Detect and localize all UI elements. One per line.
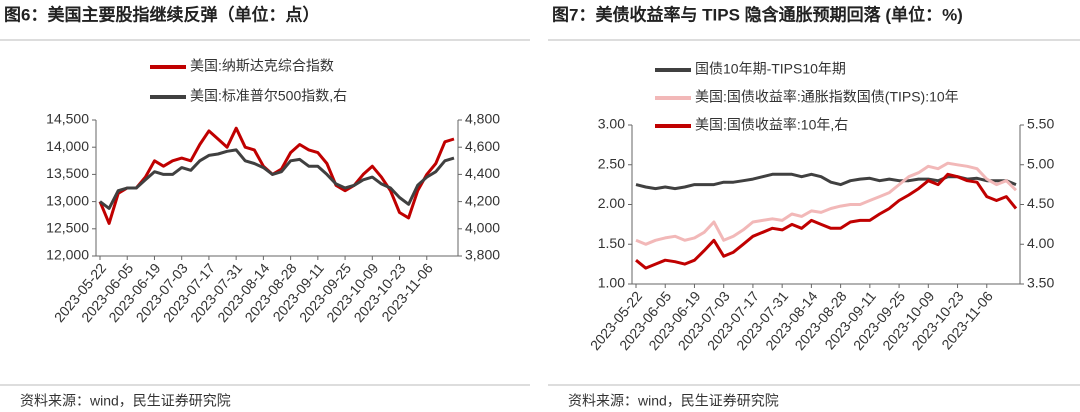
series-line [99,148,455,210]
y-tick-label: 1.00 [598,275,625,291]
y2-tick-label: 4,400 [465,165,500,181]
legend-label: 美国:纳斯达克综合指数 [190,58,334,74]
source: 资料来源：wind，民生证券研究院 [568,393,779,409]
chart-title: 图6：美国主要股指继续反弹（单位：点） [4,4,319,24]
y2-tick-label: 4.50 [1027,195,1054,211]
y-tick-label: 2.00 [598,195,625,211]
y2-tick-label: 4,200 [465,192,500,208]
y2-tick-label: 4,000 [465,220,500,236]
y2-tick-label: 4,800 [465,111,500,127]
y2-tick-label: 5.50 [1027,116,1054,132]
source: 资料来源：wind，民生证券研究院 [20,393,231,409]
series-line [635,161,1018,246]
y-tick-label: 12,500 [46,220,89,236]
y2-tick-label: 3.50 [1027,275,1054,291]
y2-tick-label: 5.00 [1027,155,1054,171]
y-tick-label: 3.00 [598,116,625,132]
y2-tick-label: 4,600 [465,138,500,154]
chart-title: 图7：美债收益率与 TIPS 隐含通胀预期回落 (单位：%) [552,4,963,24]
legend-label: 美国:国债收益率:通胀指数国债(TIPS):10年 [695,89,959,105]
y-tick-label: 12,000 [46,247,89,263]
y-tick-label: 14,500 [46,111,89,127]
y-tick-label: 13,000 [46,192,89,208]
y-tick-label: 14,000 [46,138,89,154]
chart: 图6：美国主要股指继续反弹（单位：点） 资料来源：wind，民生证券研究院 12,0… [0,4,530,409]
series-line [635,172,1018,270]
y2-tick-label: 3,800 [465,247,500,263]
legend-label: 国债10年期-TIPS10年期 [695,61,846,77]
chart: 图7：美债收益率与 TIPS 隐含通胀预期回落 (单位：%) 资料来源：wind，… [548,4,1080,409]
y-tick-label: 2.50 [598,155,625,171]
legend-label: 美国:标准普尔500指数,右 [190,88,347,104]
series-line [98,126,455,225]
y-tick-label: 1.50 [598,235,625,251]
y2-tick-label: 4.00 [1027,235,1054,251]
y-tick-label: 13,500 [46,165,89,181]
legend-label: 美国:国债收益率:10年,右 [695,117,848,133]
